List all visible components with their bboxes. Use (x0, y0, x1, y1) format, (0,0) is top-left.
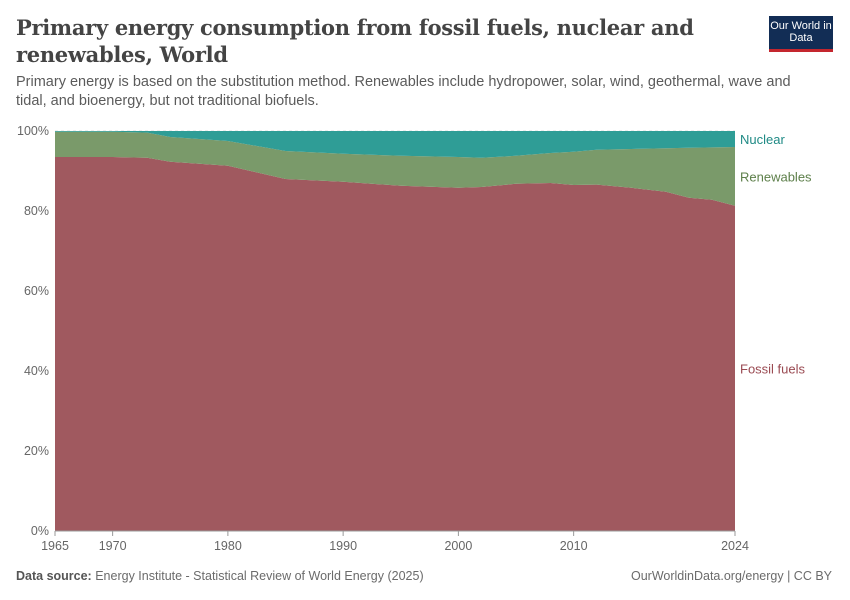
x-tick-label: 1990 (329, 539, 357, 553)
y-tick-label: 60% (24, 284, 49, 298)
x-tick-label: 1970 (99, 539, 127, 553)
x-tick-label: 2000 (444, 539, 472, 553)
source-label: Data source: (16, 569, 92, 583)
area-nuclear[interactable] (55, 131, 735, 158)
area-renewables[interactable] (55, 131, 735, 206)
y-tick-label: 100% (17, 124, 49, 138)
credit[interactable]: OurWorldinData.org/energy | CC BY (630, 569, 832, 583)
y-tick-label: 80% (24, 204, 49, 218)
area-fossil-fuels[interactable] (55, 157, 735, 531)
y-tick-label: 40% (24, 364, 49, 378)
x-tick-label: 1965 (41, 539, 69, 553)
chart-title: Primary energy consumption from fossil f… (16, 15, 694, 67)
x-tick-label: 2010 (560, 539, 588, 553)
y-tick-label: 0% (31, 524, 49, 538)
x-tick-label: 2024 (721, 539, 749, 553)
series-label[interactable]: Renewables (740, 169, 812, 184)
owid-logo[interactable]: Our World in Data (769, 16, 833, 52)
source-text[interactable]: Energy Institute - Statistical Review of… (95, 569, 424, 583)
x-tick-label: 1980 (214, 539, 242, 553)
series-label[interactable]: Fossil fuels (740, 361, 806, 376)
chart-subtitle: Primary energy is based on the substitut… (16, 74, 791, 109)
data-source: Data source: Energy Institute - Statisti… (16, 569, 424, 583)
series-label[interactable]: Nuclear (740, 132, 785, 147)
y-tick-label: 20% (24, 444, 49, 458)
